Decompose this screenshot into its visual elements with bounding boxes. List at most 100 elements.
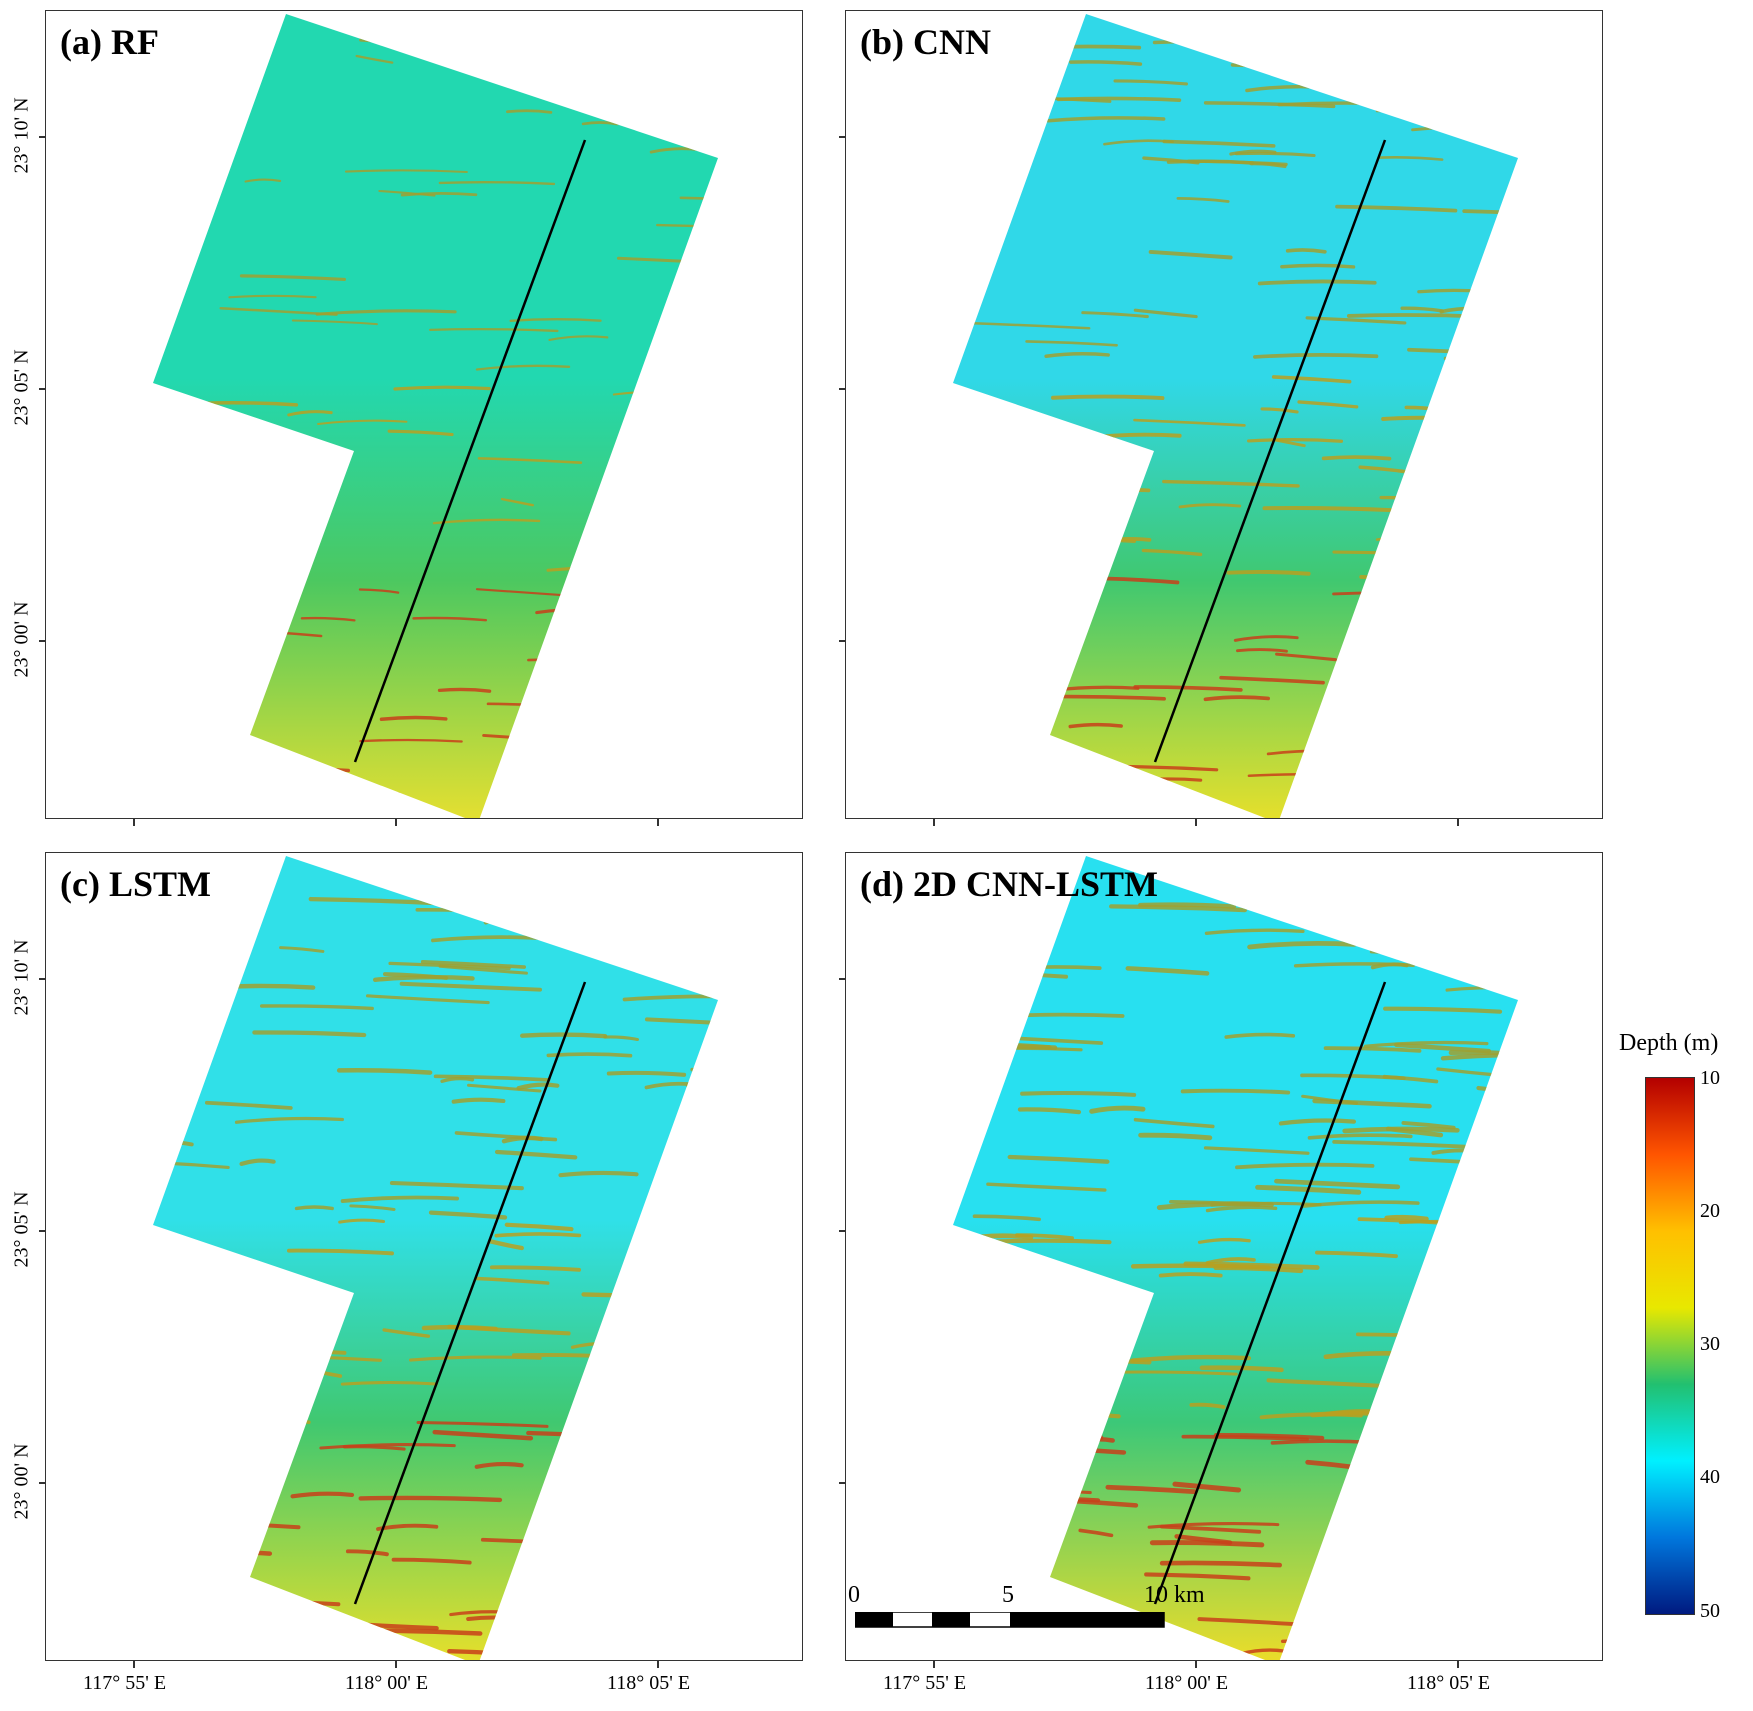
sand-wave-ridge [679,196,718,204]
sand-wave-ridge [1224,1032,1296,1039]
sand-wave-ridge [300,616,356,622]
profile-line [1153,981,1387,1605]
sand-wave-ridge [1071,474,1110,484]
sand-wave-ridge [1077,1436,1115,1444]
sand-wave-ridge [191,1622,315,1629]
sand-wave-ridge [1354,648,1473,658]
sand-wave-ridge [571,1622,706,1634]
lat-tick [839,136,845,138]
sand-wave-ridge [474,1461,524,1469]
sand-wave-ridge [697,1375,718,1382]
sand-wave-ridge [1415,598,1479,606]
lon-tick [133,819,135,826]
sand-wave-ridge [1036,603,1084,610]
sand-wave-ridge [1484,1528,1518,1535]
sand-wave-ridge [335,787,401,796]
lon-tick [1195,819,1197,826]
sand-wave-ridge [228,294,317,299]
latitude-label: 23° 00' N [10,1443,33,1520]
sand-wave-ridge [664,359,718,366]
sand-wave-ridge [1488,85,1518,92]
sand-wave-ridge [1351,758,1398,765]
sand-wave-ridge [581,121,619,126]
sand-wave-ridge [1475,63,1518,71]
sand-wave-ridge [437,687,492,693]
lon-tick [395,819,397,826]
sand-wave-ridge [1068,722,1123,729]
sand-wave-ridge [433,1074,551,1082]
sand-wave-ridge [1307,1133,1413,1140]
sand-wave-ridge [173,1546,273,1556]
sand-wave-ridge [243,1327,324,1334]
sand-wave-ridge [1197,1237,1251,1244]
sand-wave-ridge [592,1653,668,1660]
sand-wave-ridge [1017,1107,1082,1115]
sand-wave-ridge [1443,354,1516,361]
sand-wave-ridge [1346,313,1488,319]
sand-wave-ridge [652,1638,718,1644]
sand-wave-ridge [1287,873,1378,880]
sand-wave-ridge [577,33,704,39]
sand-wave-ridge [1176,196,1230,203]
lat-tick [39,136,45,138]
latitude-label: 23° 00' N [10,601,33,678]
sand-wave-ridge [1312,1098,1432,1109]
sand-wave-ridge [1035,1314,1125,1321]
survey-area [953,14,1518,818]
sand-wave-ridge [500,497,535,507]
sand-wave-ridge [505,109,553,114]
sand-wave-ridge [590,1406,718,1412]
sand-wave-ridge [238,1349,347,1355]
sand-wave-ridge [489,1265,581,1272]
sand-wave-ridge [1166,159,1255,165]
sand-wave-ridge [1334,764,1372,772]
sand-wave-ridge [1249,161,1287,169]
sand-wave-ridge [1236,648,1288,653]
sand-wave-ridge [1197,1617,1296,1627]
sand-wave-ridge [338,1218,386,1224]
lon-tick [933,1661,935,1668]
sand-wave-ridge [603,1035,640,1041]
sand-wave-ridge [1235,1162,1375,1170]
latitude-label: 23° 10' N [10,97,33,174]
sand-wave-ridge [972,1214,1041,1222]
sand-wave-ridge [520,1032,608,1039]
sand-wave-ridge [698,1474,718,1480]
sand-wave-ridge [1381,415,1473,422]
profile-line [1153,139,1387,763]
lat-tick [39,978,45,980]
bathymetry-map-a [153,14,718,818]
sand-wave-ridge [206,1633,286,1640]
sand-wave-ridge [1205,1205,1278,1213]
sand-wave-ridge [387,429,454,437]
sand-wave-ridge [1495,943,1518,951]
sand-wave-ridge [248,1600,341,1607]
sand-wave-ridge [451,1097,506,1104]
sand-wave-ridge [1475,121,1518,129]
sand-wave-ridge [378,189,436,197]
sand-wave-ridge [494,1149,578,1160]
sand-wave-ridge [1133,308,1198,319]
sand-wave-ridge [170,1581,266,1588]
sand-wave-ridge [1271,375,1352,384]
map-panel-c: (c) LSTM [45,852,803,1661]
sand-wave-ridge [1315,1250,1398,1259]
sand-wave-ridge [1204,928,1305,936]
sand-wave-ridge [650,480,718,490]
sand-wave-ridge [1332,1139,1468,1149]
sand-wave-ridge [1499,1411,1518,1419]
sand-wave-ridge [319,1443,456,1450]
sand-wave-ridge [1032,694,1166,701]
lon-tick [1195,1661,1197,1668]
sand-wave-ridge [1025,340,1118,347]
sand-wave-ridge [176,1594,282,1603]
sand-wave-ridge [1219,675,1325,685]
sand-wave-ridge [606,116,697,123]
sand-wave-ridge [1089,1105,1146,1114]
sand-wave-ridge [406,892,486,901]
sand-wave-ridge [1272,438,1306,448]
sand-wave-ridge [975,1238,1112,1245]
sand-wave-ridge [275,792,391,799]
sand-wave-ridge [624,105,718,111]
sand-wave-ridge [173,1311,315,1319]
